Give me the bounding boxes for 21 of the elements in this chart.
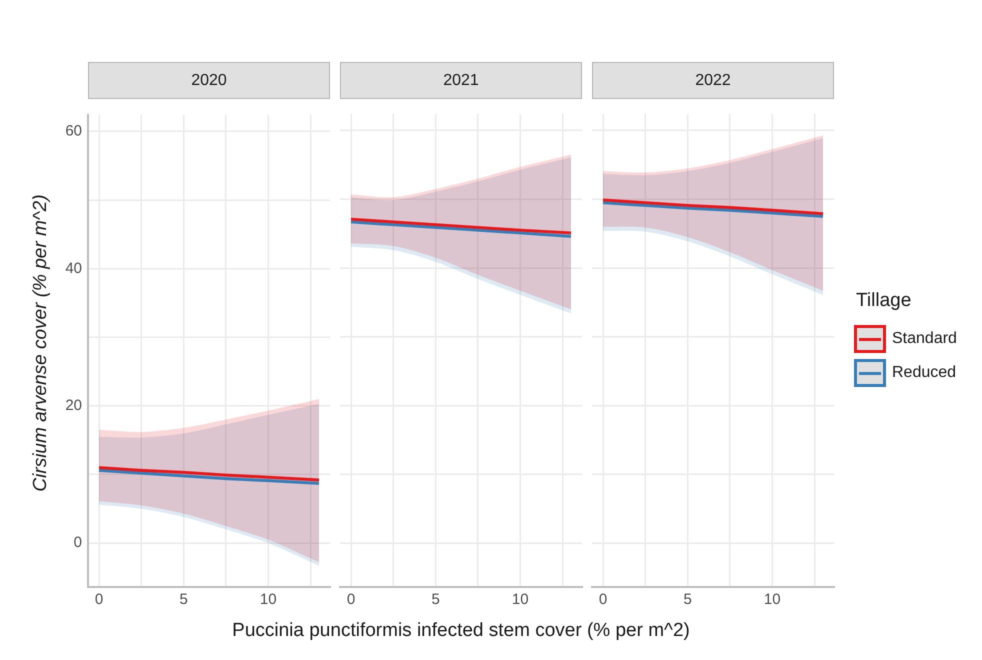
chart-title: 2021 [340,62,582,99]
y-tick-label: 40 [65,260,82,277]
x-tick-label: 10 [764,591,781,608]
x-tick-label: 0 [346,591,356,608]
y-tick-label: 60 [65,122,82,140]
x-tick-label: 5 [683,591,692,608]
x-axis-title: Puccinia punctiformis infected stem cover (% per m^2) [232,620,690,642]
y-axis-title: Cirsium arvense cover (% per m^2) [30,194,52,492]
x-tick-label: 0 [598,591,608,608]
chart-title: 2020 [88,62,330,99]
x-tick-label: 10 [512,591,529,608]
x-tick-label: 5 [179,591,188,608]
y-tick-label: 20 [65,397,82,414]
legend-title: Tillage [856,290,912,312]
legend-label: Reduced [892,364,956,382]
y-tick-label: 0 [74,534,82,552]
chart-title: 2022 [592,62,834,99]
legend-label: Standard [892,330,957,348]
x-tick-label: 5 [431,591,440,608]
x-tick-label: 0 [94,591,104,608]
x-tick-label: 10 [260,591,277,608]
